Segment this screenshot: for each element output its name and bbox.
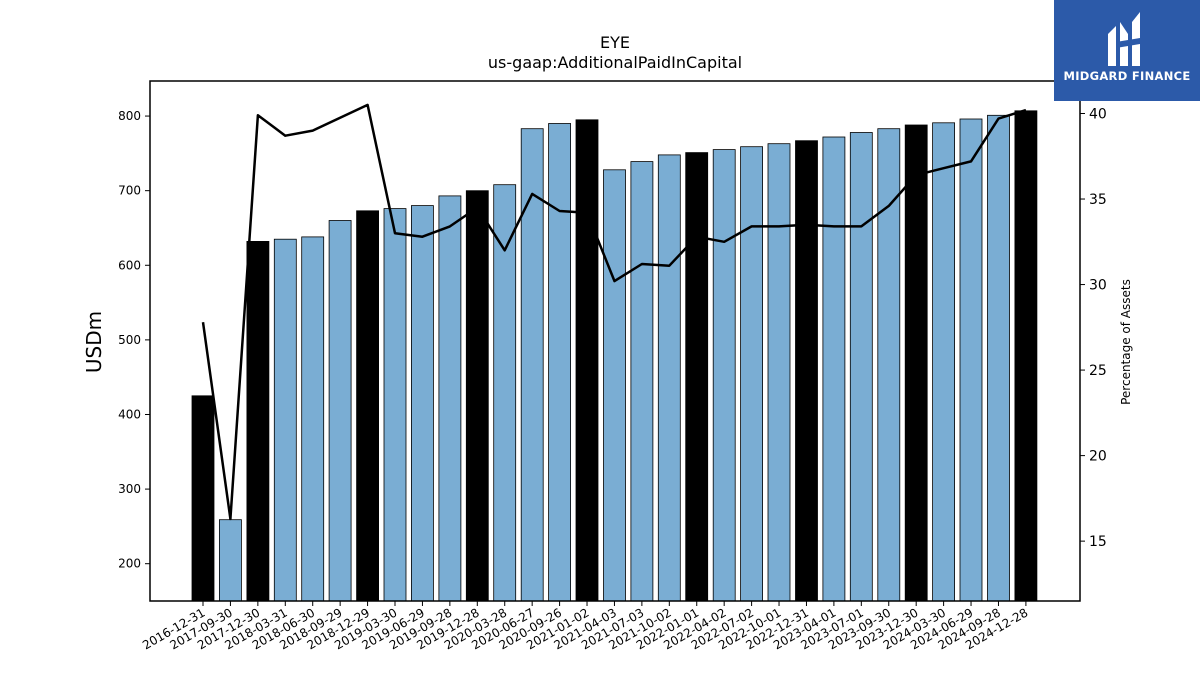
- bar: [191, 395, 215, 602]
- bar: [356, 210, 380, 602]
- bar: [849, 132, 873, 602]
- y-tick-label: 600: [118, 258, 141, 272]
- line-series: [201, 103, 1027, 521]
- bar: [932, 122, 955, 602]
- bar: [959, 118, 983, 602]
- bar: [795, 140, 818, 602]
- bar: [904, 124, 928, 602]
- y-axis-label: USDm: [82, 311, 106, 373]
- bar: [712, 149, 736, 602]
- bar: [877, 128, 901, 602]
- chart-subtitle: us-gaap:AdditionalPaidInCapital: [488, 53, 742, 72]
- bar: [246, 240, 270, 602]
- bar: [822, 136, 846, 602]
- bar: [218, 519, 242, 602]
- y-tick-label: 500: [118, 333, 141, 347]
- bar: [1014, 110, 1038, 602]
- y2-tick-label: 25: [1089, 363, 1107, 379]
- bar: [273, 238, 297, 602]
- brand-name: MIDGARD FINANCE: [1063, 69, 1191, 83]
- brand-logo: MIDGARD FINANCE: [1054, 0, 1200, 101]
- y2-tick-label: 30: [1089, 278, 1107, 294]
- percentage-line: [201, 103, 1027, 521]
- bar: [301, 236, 325, 602]
- y2-tick-label: 20: [1089, 449, 1107, 465]
- bar: [987, 114, 1010, 602]
- y2-tick-label: 35: [1089, 192, 1107, 208]
- bar: [767, 143, 791, 602]
- y2-tick-label: 40: [1089, 107, 1107, 123]
- bar: [630, 161, 654, 602]
- bar: [383, 208, 407, 602]
- y-tick-label: 200: [118, 557, 141, 571]
- chart-title: EYE: [600, 33, 630, 52]
- y-tick-label: 700: [118, 184, 141, 198]
- bar-series: [191, 110, 1038, 602]
- bar: [740, 146, 763, 602]
- plot-frame: [149, 80, 1081, 602]
- midgard-logo-icon: [1108, 12, 1140, 66]
- bar: [328, 220, 352, 602]
- bar: [657, 154, 681, 602]
- bar: [548, 123, 571, 602]
- y2-axis-label: Percentage of Assets: [1119, 279, 1133, 405]
- bar: [575, 119, 599, 602]
- y2-tick-label: 15: [1089, 534, 1107, 550]
- bar: [603, 169, 626, 602]
- bar: [685, 152, 709, 602]
- bar: [465, 190, 489, 602]
- bar: [438, 195, 462, 602]
- y-tick-label: 300: [118, 482, 141, 496]
- y-tick-label: 400: [118, 407, 141, 421]
- bar: [493, 184, 517, 602]
- y-tick-label: 800: [118, 109, 141, 123]
- bar: [410, 205, 434, 602]
